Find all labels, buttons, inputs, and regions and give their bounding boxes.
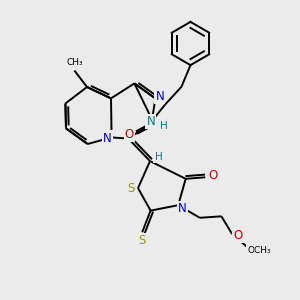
Text: S: S [138,234,145,247]
Text: OCH₃: OCH₃ [247,246,271,255]
Text: O: O [233,229,242,242]
Text: N: N [155,90,164,104]
Text: H: H [154,152,162,162]
Text: N: N [178,202,187,215]
Text: S: S [128,182,135,195]
Text: O: O [125,128,134,141]
Text: N: N [146,115,155,128]
Text: N: N [103,131,112,145]
Text: O: O [208,169,217,182]
Text: H: H [160,121,168,131]
Text: CH₃: CH₃ [66,58,83,67]
